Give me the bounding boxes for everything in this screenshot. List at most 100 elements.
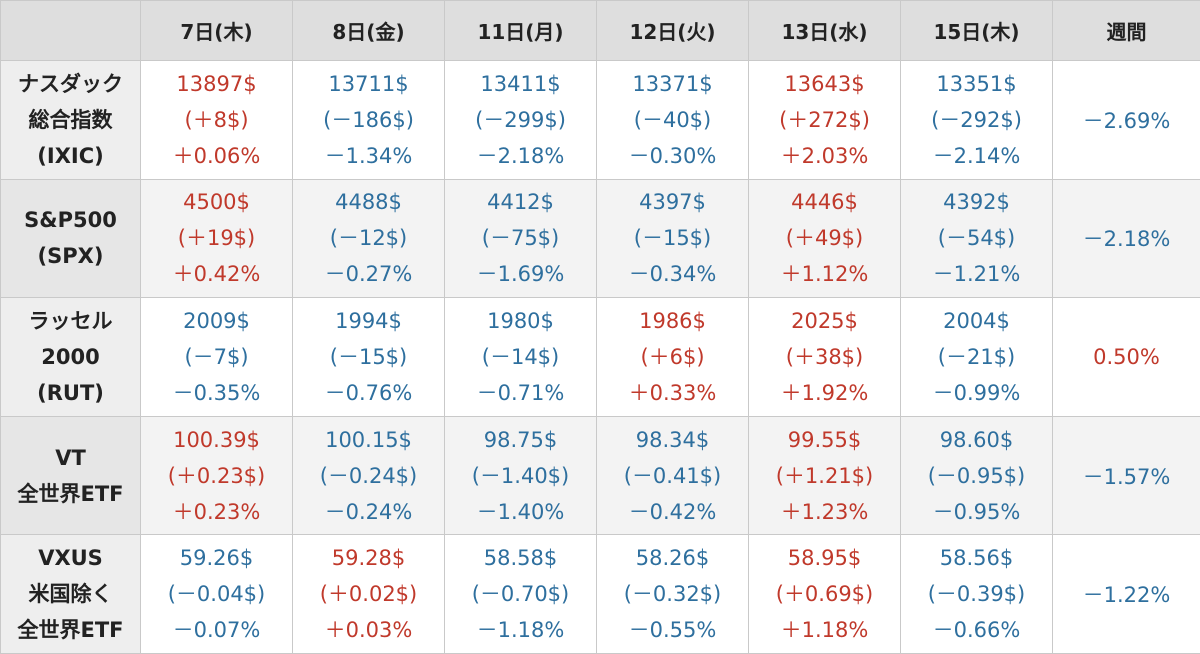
close-price: 59.26$ xyxy=(179,546,254,571)
percent-change: ＋1.92% xyxy=(780,380,869,405)
percent-change: －0.66% xyxy=(932,618,1021,643)
row-label-line: 米国除く xyxy=(28,582,113,607)
percent-change: ＋0.33% xyxy=(628,380,717,405)
price-cell: 4446$ (＋49$) ＋1.12% xyxy=(748,178,901,299)
table-row: VT 全世界ETF 100.39$ (＋0.23$) ＋0.23% 100.15$ (－0.… xyxy=(0,415,1200,536)
price-cell: 4488$ (－12$) －0.27% xyxy=(292,178,445,299)
price-cell: 4412$ (－75$) －1.69% xyxy=(444,178,597,299)
row-label-line: 総合指数 xyxy=(28,107,113,132)
percent-change: －2.18% xyxy=(476,143,565,168)
percent-change: －0.07% xyxy=(172,618,261,643)
price-cell: 13411$ (－299$) －2.18% xyxy=(444,60,597,180)
price-cell: 13897$ (＋8$) ＋0.06% xyxy=(140,60,293,180)
price-change: (－299$) xyxy=(475,107,566,132)
price-change: (－54$) xyxy=(937,226,1016,251)
percent-change: ＋0.42% xyxy=(172,262,261,287)
percent-change: ＋0.03% xyxy=(324,618,413,643)
percent-change: －1.21% xyxy=(932,262,1021,287)
row-label-line: 2000 xyxy=(41,344,100,369)
close-price: 58.56$ xyxy=(939,546,1014,571)
price-cell: 98.60$ (－0.95$) －0.95% xyxy=(900,415,1053,536)
weekly-change: 0.50% xyxy=(1052,297,1200,417)
percent-change: －1.18% xyxy=(476,618,565,643)
price-change: (＋8$) xyxy=(184,107,249,132)
row-label-line: (SPX) xyxy=(37,244,104,269)
percent-change: －0.76% xyxy=(324,380,413,405)
price-change: (－12$) xyxy=(329,226,408,251)
close-price: 2004$ xyxy=(943,308,1010,333)
close-price: 4392$ xyxy=(943,190,1010,215)
row-label: ナスダック 総合指数 (IXIC) xyxy=(0,60,141,180)
percent-change: －0.71% xyxy=(476,380,565,405)
percent-change: －0.34% xyxy=(628,262,717,287)
row-label: S&P500 (SPX) xyxy=(0,178,141,299)
price-change: (－0.41$) xyxy=(623,463,722,488)
price-cell: 13711$ (－186$) －1.34% xyxy=(292,60,445,180)
percent-change: －0.27% xyxy=(324,262,413,287)
header-day-6: 15日(木) xyxy=(900,0,1053,61)
price-cell: 58.26$ (－0.32$) －0.55% xyxy=(596,534,749,654)
percent-change: －0.30% xyxy=(628,143,717,168)
percent-change: ＋0.06% xyxy=(172,143,261,168)
price-cell: 13371$ (－40$) －0.30% xyxy=(596,60,749,180)
price-change: (－75$) xyxy=(481,226,560,251)
price-cell: 2009$ (－7$) －0.35% xyxy=(140,297,293,417)
price-cell: 1980$ (－14$) －0.71% xyxy=(444,297,597,417)
price-cell: 2004$ (－21$) －0.99% xyxy=(900,297,1053,417)
price-cell: 1986$ (＋6$) ＋0.33% xyxy=(596,297,749,417)
row-label-line: S&P500 xyxy=(24,208,117,233)
row-label-line: VXUS xyxy=(38,546,103,571)
close-price: 98.75$ xyxy=(483,427,558,452)
close-price: 100.39$ xyxy=(173,427,260,452)
close-price: 13371$ xyxy=(632,71,713,96)
header-week: 週間 xyxy=(1052,0,1200,61)
price-change: (－14$) xyxy=(481,344,560,369)
price-cell: 4392$ (－54$) －1.21% xyxy=(900,178,1053,299)
price-change: (－0.95$) xyxy=(927,463,1026,488)
price-cell: 98.34$ (－0.41$) －0.42% xyxy=(596,415,749,536)
percent-change: －0.35% xyxy=(172,380,261,405)
percent-change: －0.99% xyxy=(932,380,1021,405)
price-cell: 58.58$ (－0.70$) －1.18% xyxy=(444,534,597,654)
price-change: (＋0.69$) xyxy=(775,582,874,607)
close-price: 58.26$ xyxy=(635,546,710,571)
price-cell: 99.55$ (＋1.21$) ＋1.23% xyxy=(748,415,901,536)
percent-change: －2.14% xyxy=(932,143,1021,168)
percent-change: －0.55% xyxy=(628,618,717,643)
price-cell: 58.95$ (＋0.69$) ＋1.18% xyxy=(748,534,901,654)
percent-change: ＋0.23% xyxy=(172,499,261,524)
row-label-line: 全世界ETF xyxy=(17,618,124,643)
price-change: (－1.40$) xyxy=(471,463,570,488)
weekly-change: －1.22% xyxy=(1052,534,1200,654)
percent-change: －1.40% xyxy=(476,499,565,524)
header-corner xyxy=(0,0,141,61)
row-label-line: 全世界ETF xyxy=(17,481,124,506)
price-cell: 59.28$ (＋0.02$) ＋0.03% xyxy=(292,534,445,654)
price-cell: 58.56$ (－0.39$) －0.66% xyxy=(900,534,1053,654)
percent-change: －0.42% xyxy=(628,499,717,524)
percent-change: －0.24% xyxy=(324,499,413,524)
price-cell: 4397$ (－15$) －0.34% xyxy=(596,178,749,299)
price-change: (－292$) xyxy=(931,107,1022,132)
row-label: VT 全世界ETF xyxy=(0,415,141,536)
close-price: 98.34$ xyxy=(635,427,710,452)
close-price: 98.60$ xyxy=(939,427,1014,452)
percent-change: ＋2.03% xyxy=(780,143,869,168)
row-label-line: ラッセル xyxy=(28,308,113,333)
close-price: 4500$ xyxy=(183,190,250,215)
close-price: 13711$ xyxy=(328,71,409,96)
table-row: S&P500 (SPX) 4500$ (＋19$) ＋0.42% 4488$ (－12$) －… xyxy=(0,178,1200,299)
close-price: 13897$ xyxy=(176,71,257,96)
percent-change: ＋1.12% xyxy=(780,262,869,287)
close-price: 58.58$ xyxy=(483,546,558,571)
close-price: 2009$ xyxy=(183,308,250,333)
price-cell: 13351$ (－292$) －2.14% xyxy=(900,60,1053,180)
close-price: 1986$ xyxy=(639,308,706,333)
price-cell: 13643$ (＋272$) ＋2.03% xyxy=(748,60,901,180)
price-change: (－0.24$) xyxy=(319,463,418,488)
table-row: ラッセル 2000 (RUT) 2009$ (－7$) －0.35% 1994$ (－15$)… xyxy=(0,297,1200,417)
price-change: (－0.70$) xyxy=(471,582,570,607)
header-day-3: 11日(月) xyxy=(444,0,597,61)
close-price: 58.95$ xyxy=(787,546,862,571)
